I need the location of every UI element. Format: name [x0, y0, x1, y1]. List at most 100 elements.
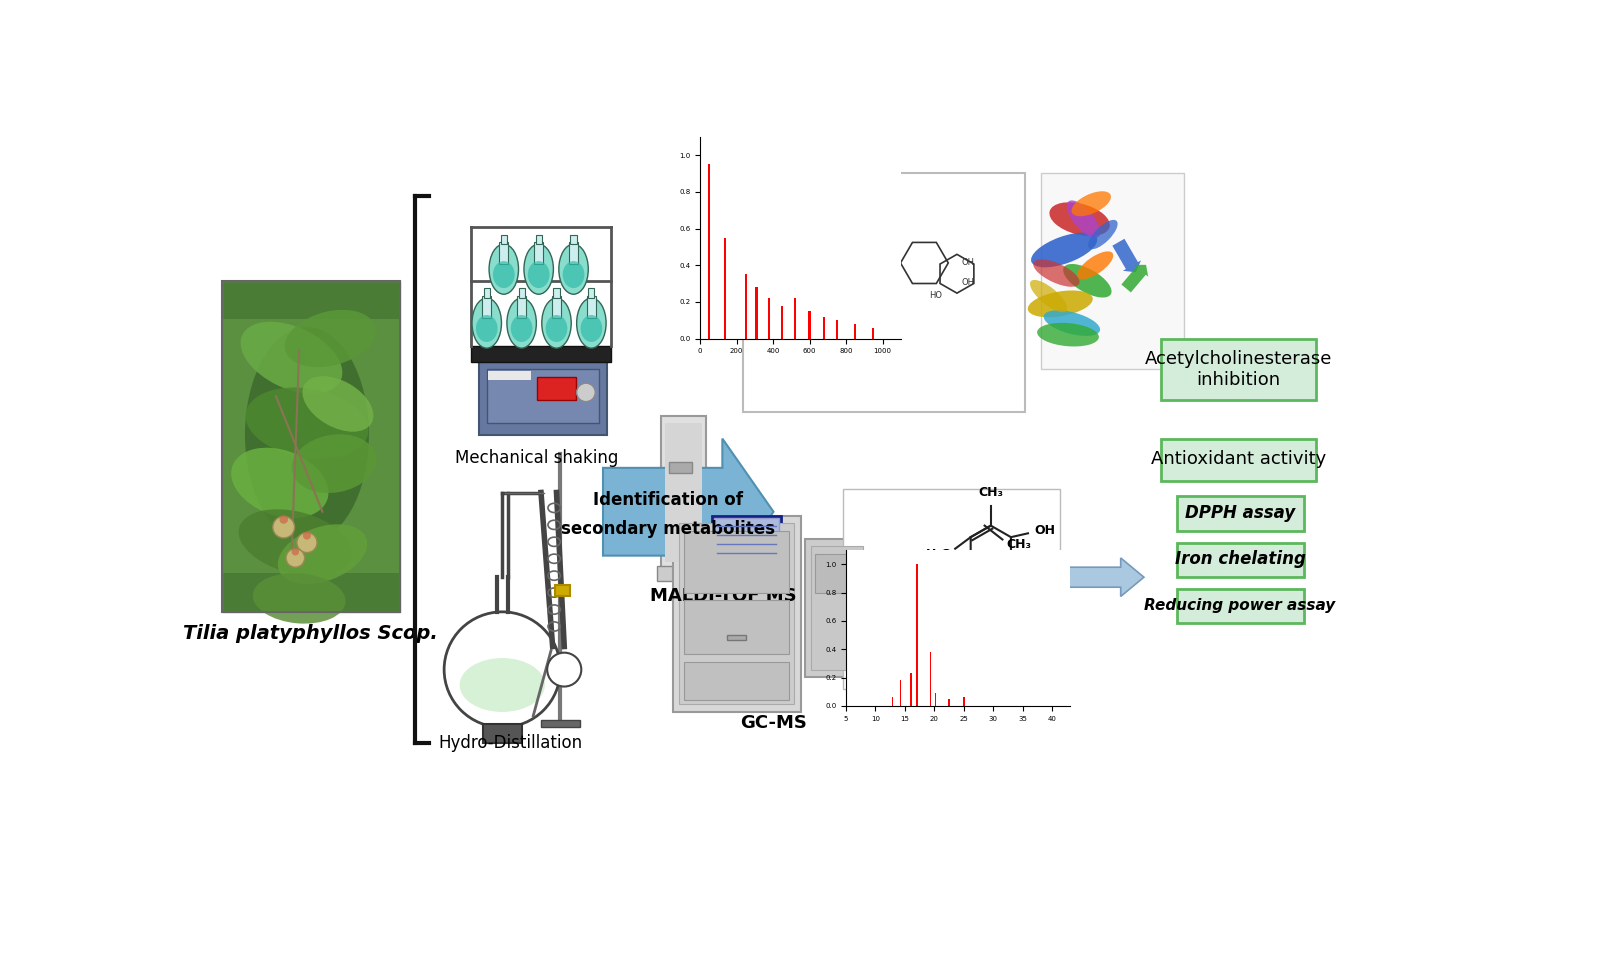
FancyBboxPatch shape	[222, 280, 400, 612]
Ellipse shape	[542, 298, 571, 348]
FancyBboxPatch shape	[538, 377, 576, 400]
FancyBboxPatch shape	[482, 296, 491, 318]
Bar	[835, 321, 838, 339]
Ellipse shape	[510, 315, 533, 342]
Ellipse shape	[459, 658, 546, 712]
Ellipse shape	[1077, 252, 1114, 279]
FancyBboxPatch shape	[805, 539, 870, 678]
Ellipse shape	[563, 261, 584, 288]
Circle shape	[298, 533, 317, 553]
Text: DPPH assay: DPPH assay	[1186, 504, 1294, 522]
Ellipse shape	[1043, 310, 1101, 336]
Ellipse shape	[558, 244, 589, 294]
Bar	[768, 299, 771, 339]
Text: H₃C: H₃C	[926, 547, 952, 561]
Ellipse shape	[576, 298, 606, 348]
Ellipse shape	[472, 298, 501, 348]
Circle shape	[547, 653, 581, 686]
Ellipse shape	[1027, 291, 1093, 317]
Ellipse shape	[291, 434, 376, 493]
FancyBboxPatch shape	[712, 516, 781, 565]
Circle shape	[445, 612, 560, 728]
FancyBboxPatch shape	[678, 523, 794, 705]
FancyBboxPatch shape	[672, 516, 800, 712]
Ellipse shape	[245, 388, 368, 459]
Text: OH: OH	[962, 258, 974, 268]
Circle shape	[302, 532, 310, 540]
Ellipse shape	[1050, 203, 1110, 236]
FancyBboxPatch shape	[685, 600, 789, 654]
Text: secondary metabolites: secondary metabolites	[560, 520, 774, 539]
Ellipse shape	[1030, 232, 1098, 267]
Ellipse shape	[240, 322, 342, 394]
Circle shape	[274, 516, 294, 538]
Bar	[822, 317, 826, 339]
FancyBboxPatch shape	[472, 347, 611, 362]
Bar	[781, 305, 784, 339]
FancyBboxPatch shape	[587, 296, 597, 318]
FancyBboxPatch shape	[843, 489, 1061, 689]
Text: OH: OH	[1034, 524, 1054, 538]
FancyBboxPatch shape	[488, 371, 531, 380]
FancyBboxPatch shape	[554, 288, 560, 298]
Circle shape	[286, 549, 304, 567]
Text: Tilia platyphyllos Scop.: Tilia platyphyllos Scop.	[184, 624, 438, 643]
FancyArrow shape	[1122, 265, 1149, 293]
Ellipse shape	[230, 447, 328, 518]
Text: GC-MS: GC-MS	[741, 714, 806, 732]
FancyArrow shape	[1112, 239, 1141, 273]
FancyBboxPatch shape	[658, 565, 710, 581]
Ellipse shape	[490, 244, 518, 294]
FancyBboxPatch shape	[1042, 173, 1184, 370]
Ellipse shape	[1088, 220, 1118, 250]
FancyBboxPatch shape	[541, 720, 579, 728]
FancyBboxPatch shape	[714, 517, 779, 561]
FancyBboxPatch shape	[661, 416, 706, 569]
FancyBboxPatch shape	[669, 462, 693, 473]
Text: CH₃: CH₃	[1006, 539, 1032, 551]
Bar	[794, 299, 795, 339]
FancyBboxPatch shape	[1176, 542, 1304, 577]
Text: OH: OH	[858, 246, 870, 254]
FancyBboxPatch shape	[1162, 439, 1315, 481]
FancyBboxPatch shape	[742, 173, 1026, 412]
Ellipse shape	[253, 573, 346, 624]
Ellipse shape	[1072, 191, 1110, 216]
FancyBboxPatch shape	[726, 635, 746, 639]
Polygon shape	[1067, 558, 1144, 596]
Circle shape	[291, 548, 299, 556]
Text: MALDI-TOF MS: MALDI-TOF MS	[650, 588, 797, 606]
Ellipse shape	[1067, 201, 1101, 238]
Text: HO: HO	[928, 291, 942, 300]
FancyBboxPatch shape	[666, 423, 702, 562]
Bar	[744, 275, 747, 339]
FancyBboxPatch shape	[685, 531, 789, 592]
Ellipse shape	[1037, 323, 1099, 347]
Polygon shape	[603, 439, 773, 585]
FancyBboxPatch shape	[571, 234, 576, 244]
FancyBboxPatch shape	[555, 585, 571, 595]
FancyBboxPatch shape	[814, 554, 858, 592]
FancyBboxPatch shape	[552, 296, 562, 318]
Text: Mechanical shaking: Mechanical shaking	[456, 449, 619, 467]
FancyBboxPatch shape	[1162, 339, 1315, 400]
Text: Identification of: Identification of	[592, 492, 742, 509]
FancyBboxPatch shape	[811, 546, 864, 670]
Ellipse shape	[278, 524, 366, 584]
Text: OH: OH	[858, 263, 870, 272]
FancyBboxPatch shape	[685, 661, 789, 701]
Circle shape	[576, 383, 595, 401]
FancyBboxPatch shape	[499, 242, 509, 264]
Ellipse shape	[1034, 259, 1080, 287]
FancyBboxPatch shape	[589, 288, 595, 298]
Ellipse shape	[475, 315, 498, 342]
FancyBboxPatch shape	[486, 370, 598, 423]
Text: Iron chelating: Iron chelating	[1174, 550, 1306, 568]
Ellipse shape	[302, 376, 373, 432]
FancyBboxPatch shape	[517, 296, 526, 318]
FancyBboxPatch shape	[570, 242, 578, 264]
Bar	[854, 324, 856, 339]
FancyBboxPatch shape	[518, 288, 525, 298]
Bar	[755, 287, 758, 339]
FancyBboxPatch shape	[222, 320, 400, 573]
